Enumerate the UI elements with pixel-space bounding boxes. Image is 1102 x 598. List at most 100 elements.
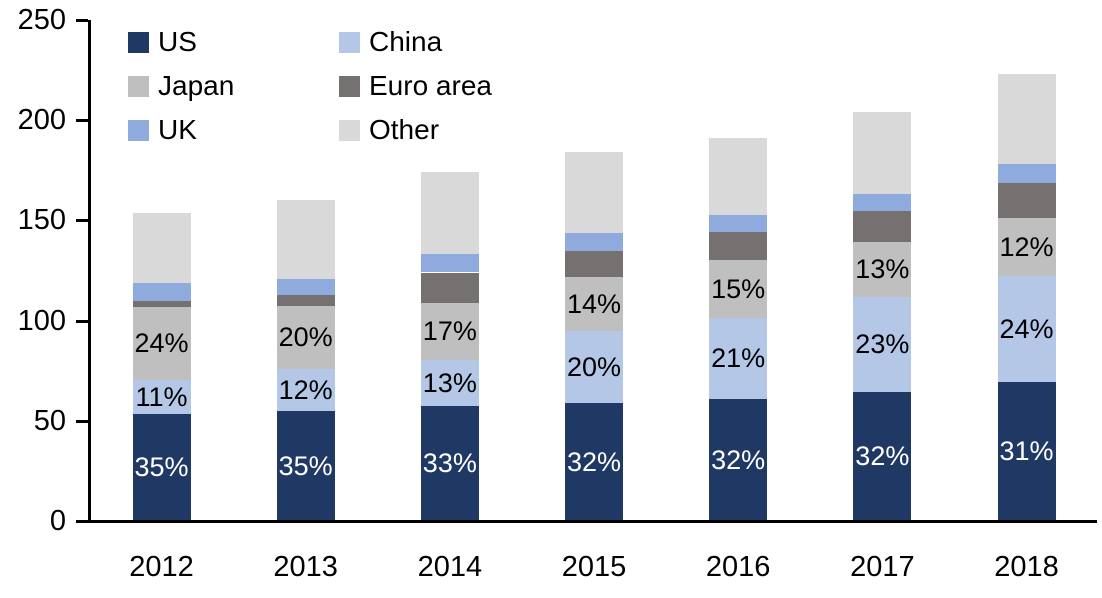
segment-percent-label: 17%: [422, 316, 477, 347]
legend-swatch-japan-icon: [128, 75, 149, 97]
legend-swatch-uk-icon: [128, 119, 149, 141]
x-axis-label-2014: 2014: [417, 551, 483, 583]
bar-segment-uk-2014: [420, 254, 479, 273]
segment-percent-label: 14%: [566, 288, 622, 319]
legend-label: Other: [369, 114, 440, 145]
y-axis-tick: [76, 419, 88, 423]
segment-percent-label: 31%: [999, 436, 1054, 467]
segment-percent-label: 24%: [999, 313, 1054, 344]
bar-segment-euro-area-2014: [420, 272, 479, 303]
segment-percent-label: 32%: [855, 441, 910, 472]
y-axis-tick: [76, 19, 88, 22]
x-axis-label-2012: 2012: [129, 551, 194, 583]
bar-segment-euro-area-2016: [709, 232, 768, 261]
bar-segment-japan-2012: [132, 306, 191, 380]
bar-segment-japan-2016: [709, 260, 768, 318]
bar-segment-other-2013: [276, 200, 335, 279]
y-axis-tick: [76, 219, 88, 223]
bar-segment-other-2012: [132, 213, 191, 283]
y-axis-tick-label: 150: [17, 204, 66, 237]
y-axis-tick-label: 0: [49, 505, 66, 537]
y-axis-tick-label: 50: [33, 404, 66, 437]
bar-segment-japan-2017: [853, 242, 912, 297]
segment-percent-label: 21%: [711, 343, 766, 374]
legend-swatch-other-icon: [339, 119, 360, 141]
x-axis-label-2015: 2015: [561, 551, 627, 583]
legend-swatch-euro-area-icon: [339, 75, 360, 97]
bar-segment-uk-2012: [132, 282, 191, 301]
legend-label: China: [369, 26, 443, 57]
bar-segment-other-2016: [709, 138, 768, 216]
segment-percent-label: 32%: [566, 446, 622, 477]
y-axis-tick: [76, 119, 88, 123]
segment-percent-label: 33%: [422, 448, 477, 479]
segment-percent-label: 13%: [422, 367, 477, 398]
segment-percent-label: 23%: [855, 329, 910, 360]
legend-label: Japan: [158, 70, 235, 101]
bar-segment-other-2017: [853, 112, 912, 195]
legend-item-china: China: [339, 20, 589, 64]
legend-label: Euro area: [369, 70, 492, 101]
segment-percent-label: 12%: [999, 231, 1054, 262]
bar-segment-us-2013: [276, 410, 335, 521]
legend-item-euro-area: Euro area: [339, 64, 589, 108]
bar-segment-other-2014: [420, 172, 479, 255]
bar-segment-uk-2015: [565, 233, 623, 252]
bar-segment-us-2012: [132, 413, 191, 521]
bar-segment-japan-2014: [420, 302, 479, 360]
segment-percent-label: 35%: [134, 452, 189, 483]
legend: US China Japan Euro area UK Other: [128, 20, 589, 152]
bar-segment-china-2013: [276, 368, 335, 411]
bar-segment-china-2012: [132, 379, 191, 414]
bar-segment-uk-2017: [853, 194, 912, 212]
y-axis-tick-label: 250: [17, 4, 66, 36]
x-axis-line: [85, 520, 1097, 523]
bar-segment-us-2018: [997, 381, 1056, 521]
bar-segment-other-2018: [997, 74, 1056, 165]
segment-percent-label: 12%: [278, 374, 333, 405]
y-axis-tick: [76, 319, 88, 323]
x-axis-label-2016: 2016: [705, 551, 771, 583]
bar-segment-china-2015: [565, 330, 623, 403]
bar-segment-china-2018: [997, 275, 1056, 382]
bar-segment-china-2016: [709, 317, 768, 399]
bar-segment-china-2017: [853, 296, 912, 392]
legend-swatch-us-icon: [128, 31, 149, 53]
bar-segment-uk-2013: [276, 278, 335, 295]
y-axis-tick-label: 100: [17, 304, 66, 337]
bar-segment-euro-area-2012: [132, 300, 191, 307]
segment-percent-label: 13%: [855, 254, 910, 285]
bar-segment-us-2017: [853, 391, 912, 521]
segment-percent-label: 35%: [278, 450, 333, 481]
segment-percent-label: 11%: [135, 381, 188, 412]
legend-item-japan: Japan: [128, 64, 339, 108]
bar-segment-us-2015: [565, 402, 623, 521]
x-axis-label-2017: 2017: [850, 551, 915, 583]
segment-percent-label: 15%: [711, 274, 766, 305]
y-axis-tick-label: 200: [17, 104, 66, 137]
x-axis-label-2013: 2013: [273, 551, 338, 583]
legend-item-uk: UK: [128, 108, 339, 152]
legend-label: UK: [158, 114, 197, 145]
bar-segment-japan-2015: [565, 276, 623, 331]
x-axis-label-2018: 2018: [994, 551, 1059, 583]
legend-swatch-china-icon: [339, 31, 360, 53]
bar-segment-euro-area-2013: [276, 294, 335, 306]
segment-percent-label: 24%: [134, 328, 189, 359]
bar-segment-other-2015: [565, 152, 623, 234]
bar-segment-japan-2018: [997, 218, 1056, 276]
bar-segment-uk-2016: [709, 215, 768, 233]
y-axis-line: [88, 20, 91, 523]
bar-segment-uk-2018: [997, 164, 1056, 184]
segment-percent-label: 20%: [278, 322, 333, 353]
bar-segment-euro-area-2018: [997, 183, 1056, 219]
bar-segment-us-2016: [709, 398, 768, 521]
y-axis-tick: [76, 520, 88, 523]
segment-percent-label: 32%: [711, 444, 766, 475]
bar-segment-euro-area-2015: [565, 251, 623, 277]
bar-segment-china-2014: [420, 359, 479, 406]
bar-segment-euro-area-2017: [853, 211, 912, 243]
legend-item-other: Other: [339, 108, 589, 152]
legend-item-us: US: [128, 20, 339, 64]
